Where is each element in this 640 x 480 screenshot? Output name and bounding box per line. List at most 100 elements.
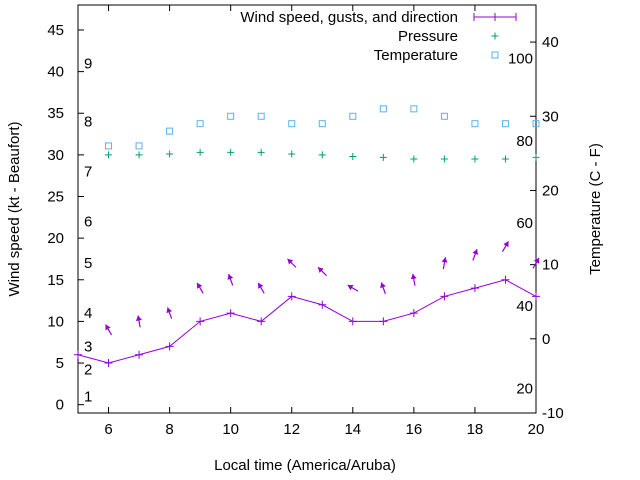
wind-speed-point: [165, 342, 174, 351]
fahrenheit-label: 100: [508, 50, 533, 67]
wind-speed-point: [470, 284, 479, 293]
temperature-point: [288, 120, 296, 128]
wind-arrow: [257, 282, 265, 294]
temperature-point: [318, 120, 326, 128]
pressure-point: [105, 151, 113, 159]
wind-speed-point: [196, 317, 205, 326]
wind-arrow: [410, 273, 417, 286]
wind-arrow-head: [318, 267, 324, 273]
pressure-point: [410, 155, 418, 163]
fahrenheit-label: 80: [516, 133, 533, 150]
pressure-point: [379, 153, 387, 161]
y-tick-label: 40: [47, 64, 64, 81]
fahrenheit-label: 60: [516, 215, 533, 232]
beaufort-label: 4: [84, 305, 92, 322]
pressure-point: [440, 155, 448, 163]
beaufort-label: 1: [84, 388, 92, 405]
pressure-point: [166, 150, 174, 158]
wind-arrow-head: [227, 274, 234, 280]
temperature-point: [501, 120, 509, 128]
x-tick-label: 20: [528, 421, 545, 438]
y2-tick-label: 30: [542, 108, 559, 125]
wind-arrow: [287, 258, 297, 268]
wind-arrow: [135, 315, 142, 328]
wind-arrow-head: [287, 258, 294, 265]
wind-speed-point: [257, 317, 266, 326]
pressure-point: [532, 153, 540, 161]
pressure-point: [471, 155, 479, 163]
y-tick-label: 5: [56, 355, 64, 372]
wind-speed-point: [409, 309, 418, 318]
axis-ticks: [78, 5, 537, 414]
beaufort-label: 3: [84, 338, 92, 355]
beaufort-label: 5: [84, 255, 92, 272]
legend-label: Pressure: [398, 28, 458, 45]
x-tick-label: 10: [222, 421, 239, 438]
pressure-point: [135, 151, 143, 159]
wind-speed-line: [77, 279, 537, 364]
y-tick-label: 0: [56, 397, 64, 414]
temperature-point: [135, 142, 143, 150]
temperature-point: [166, 127, 174, 135]
wind-arrow: [441, 257, 448, 270]
pressure-point: [318, 151, 326, 159]
y-tick-label: 35: [47, 105, 64, 122]
legend-label: Wind speed, gusts, and direction: [240, 9, 458, 26]
pressure-point: [288, 150, 296, 158]
y-tick-label: 20: [47, 230, 64, 247]
wind-arrow: [227, 273, 234, 286]
data-series: [74, 105, 540, 368]
temperature-point: [379, 105, 387, 113]
wind-speed-point: [348, 317, 357, 326]
plot-frame: [77, 4, 537, 414]
x-tick-label: 16: [406, 421, 423, 438]
x-tick-label: 8: [165, 421, 173, 438]
x-tick-label: 12: [283, 421, 300, 438]
wind-arrow: [501, 240, 509, 252]
wind-arrow-head: [105, 324, 111, 331]
wind-speed-point: [135, 350, 144, 359]
pressure-point: [349, 153, 357, 161]
wind-arrow-head: [410, 273, 417, 280]
legend-swatch-marker: [473, 13, 517, 21]
wind-arrow: [380, 282, 386, 294]
y2-tick-label: 40: [542, 34, 559, 51]
y2-tick-label: -10: [542, 405, 564, 422]
y2-tick-label: 0: [542, 331, 550, 348]
wind-arrow: [317, 266, 327, 277]
wind-speed-point: [287, 292, 296, 301]
temperature-point: [410, 105, 418, 113]
wind-arrow-head: [503, 241, 509, 248]
beaufort-label: 9: [84, 55, 92, 72]
wind-arrow: [196, 282, 204, 294]
wind-speed-point: [226, 309, 235, 318]
y-tick-label: 30: [47, 147, 64, 164]
temperature-point: [471, 120, 479, 128]
wind-arrow-head: [533, 257, 540, 264]
y2-axis-label: Temperature (C - F): [587, 143, 604, 275]
wind-arrow-head: [135, 315, 142, 321]
legend: Wind speed, gusts, and direction Pressure…: [240, 9, 517, 64]
pressure-point: [196, 148, 204, 156]
wind-speed-point: [532, 292, 540, 301]
wind-speed-point: [501, 275, 510, 284]
beaufort-label: 6: [84, 213, 92, 230]
wind-arrow-head: [166, 307, 173, 314]
x-tick-label: 6: [104, 421, 112, 438]
temperature-point: [349, 112, 357, 120]
wind-arrow: [105, 324, 113, 336]
temperature-point: [257, 112, 265, 120]
wind-speed-point: [318, 300, 327, 309]
legend-label: Temperature: [374, 47, 458, 64]
wind-arrow-head: [380, 282, 386, 289]
wind-arrow-head: [197, 282, 203, 289]
wind-arrow: [166, 307, 173, 319]
wind-arrow-head: [441, 257, 448, 263]
beaufort-label: 8: [84, 114, 92, 131]
y-tick-label: 45: [47, 22, 64, 39]
wind-arrow: [347, 284, 359, 292]
y-tick-label: 25: [47, 189, 64, 206]
wind-arrow: [532, 257, 540, 269]
beaufort-label: 7: [84, 164, 92, 181]
